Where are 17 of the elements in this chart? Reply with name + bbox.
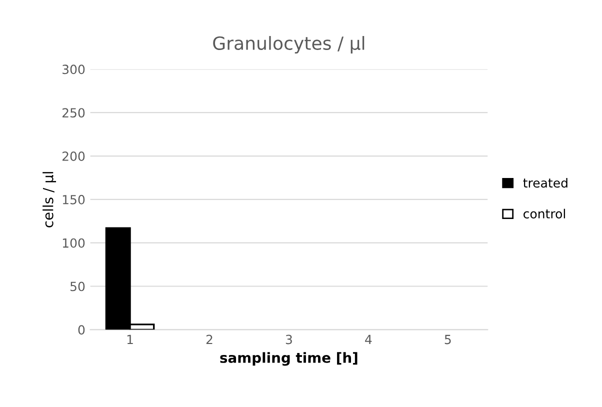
legend-label: control xyxy=(524,208,565,218)
x-tick-label: 3 xyxy=(286,334,292,344)
y-tick-label: 50 xyxy=(70,282,85,292)
x-tick-label: 1 xyxy=(127,334,133,344)
y-tick-label: 300 xyxy=(62,64,85,74)
y-tick-label: 0 xyxy=(78,325,85,335)
y-axis-title: cells / µl xyxy=(42,172,56,228)
y-tick-label: 250 xyxy=(62,108,85,118)
x-tick-label: 2 xyxy=(206,334,212,344)
y-tick-label: 200 xyxy=(62,151,85,161)
x-tick-label: 5 xyxy=(444,334,451,344)
y-tick-label: 150 xyxy=(62,194,85,204)
chart-title: Granulocytes / µl xyxy=(213,36,364,54)
legend-label: treated xyxy=(523,178,568,188)
x-tick-label: 4 xyxy=(365,334,372,344)
x-axis-title: sampling time [h] xyxy=(220,352,358,366)
y-tick-label: 100 xyxy=(62,238,85,248)
